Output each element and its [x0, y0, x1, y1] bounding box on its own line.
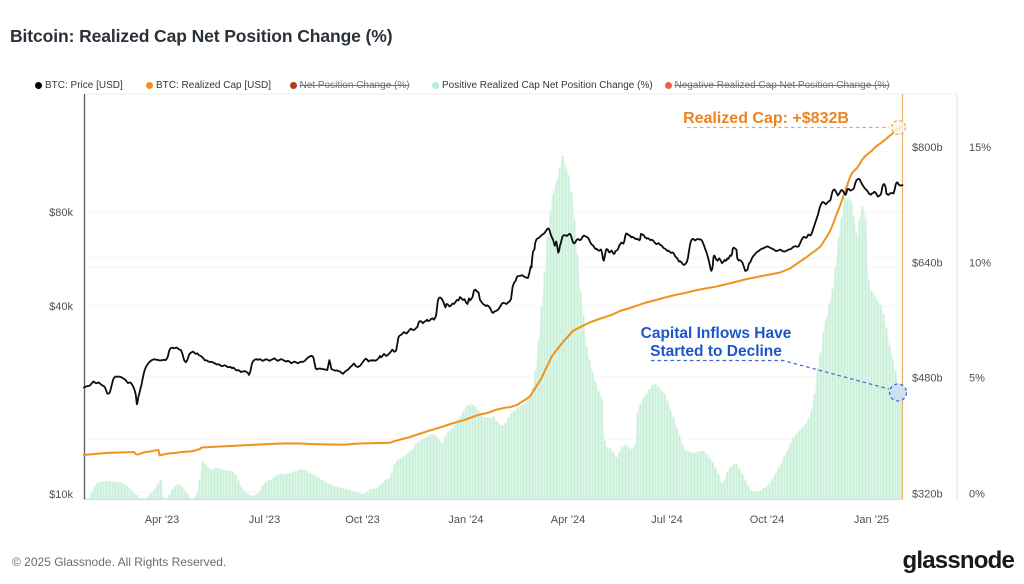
svg-text:Started to Decline: Started to Decline: [650, 343, 782, 360]
svg-text:Jul '23: Jul '23: [249, 514, 280, 526]
svg-text:Jul '24: Jul '24: [651, 514, 682, 526]
svg-text:$10k: $10k: [49, 489, 73, 501]
svg-text:$480b: $480b: [912, 373, 943, 385]
svg-text:$320b: $320b: [912, 489, 943, 501]
svg-text:$800b: $800b: [912, 142, 943, 154]
svg-text:10%: 10%: [969, 258, 991, 270]
svg-text:Apr '24: Apr '24: [551, 514, 586, 526]
svg-text:Oct '23: Oct '23: [345, 514, 380, 526]
svg-text:Oct '24: Oct '24: [750, 514, 785, 526]
svg-text:Jan '24: Jan '24: [448, 514, 483, 526]
svg-text:Apr '23: Apr '23: [145, 514, 180, 526]
svg-text:$40k: $40k: [49, 301, 73, 313]
svg-text:Capital Inflows Have: Capital Inflows Have: [641, 325, 792, 342]
svg-text:5%: 5%: [969, 373, 985, 385]
svg-text:Realized Cap: +$832B: Realized Cap: +$832B: [683, 110, 849, 127]
svg-text:$640b: $640b: [912, 258, 943, 270]
svg-text:0%: 0%: [969, 489, 985, 501]
svg-text:15%: 15%: [969, 142, 991, 154]
svg-text:$80k: $80k: [49, 207, 73, 219]
svg-text:Jan '25: Jan '25: [854, 514, 889, 526]
